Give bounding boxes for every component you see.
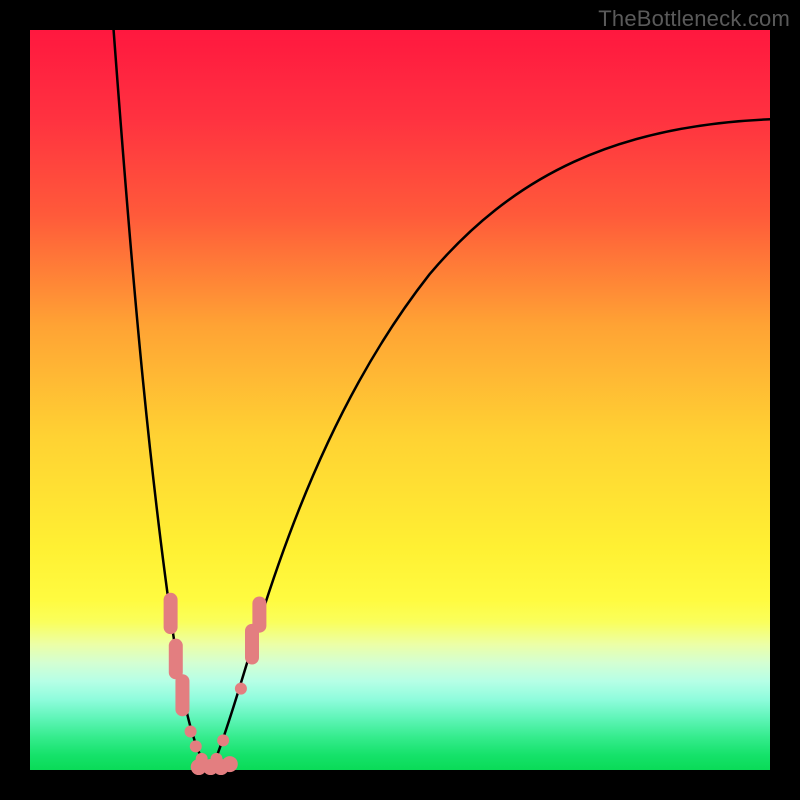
plot-area — [30, 30, 770, 770]
outer-frame: TheBottleneck.com — [0, 0, 800, 800]
marker-left-4 — [190, 740, 202, 752]
curve-left — [111, 0, 207, 770]
bottleneck-curve-layer — [30, 30, 770, 770]
marker-right-1 — [217, 734, 229, 746]
watermark-text: TheBottleneck.com — [598, 6, 790, 32]
curve-right — [211, 119, 785, 770]
marker-left-3 — [185, 726, 197, 738]
marker-bottom-3 — [222, 756, 238, 772]
marker-right-2 — [235, 683, 247, 695]
